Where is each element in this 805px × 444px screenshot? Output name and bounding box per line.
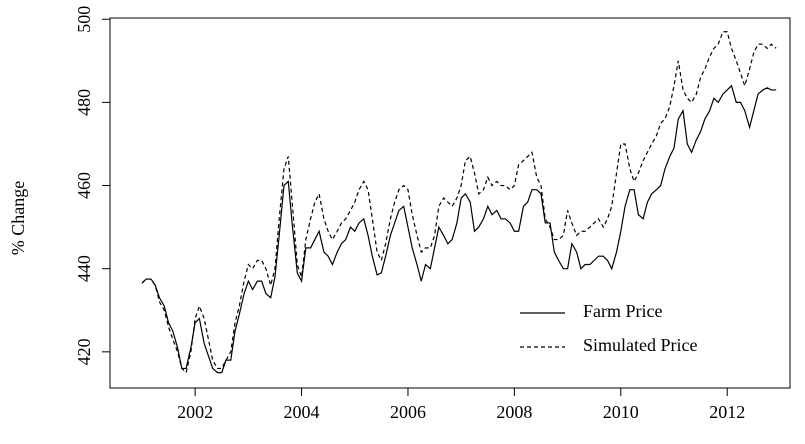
x-tick-label: 2008	[496, 402, 532, 422]
y-axis-label: % Change	[8, 181, 28, 255]
y-tick-label: 460	[74, 172, 94, 199]
x-tick-label: 2010	[603, 402, 639, 422]
data-line	[141, 31, 777, 374]
y-tick-label: 480	[74, 89, 94, 116]
plot-frame	[109, 17, 791, 389]
legend-label: Farm Price	[583, 301, 662, 321]
y-tick-label: 440	[74, 255, 94, 282]
data-line	[141, 84, 777, 374]
x-tick-label: 2006	[390, 402, 426, 422]
legend-label: Simulated Price	[583, 335, 697, 355]
x-tick-label: 2012	[709, 402, 745, 422]
y-tick-label: 500	[74, 6, 94, 33]
x-tick-label: 2004	[284, 402, 320, 422]
x-tick-label: 2002	[177, 402, 213, 422]
y-tick-label: 420	[74, 338, 94, 365]
